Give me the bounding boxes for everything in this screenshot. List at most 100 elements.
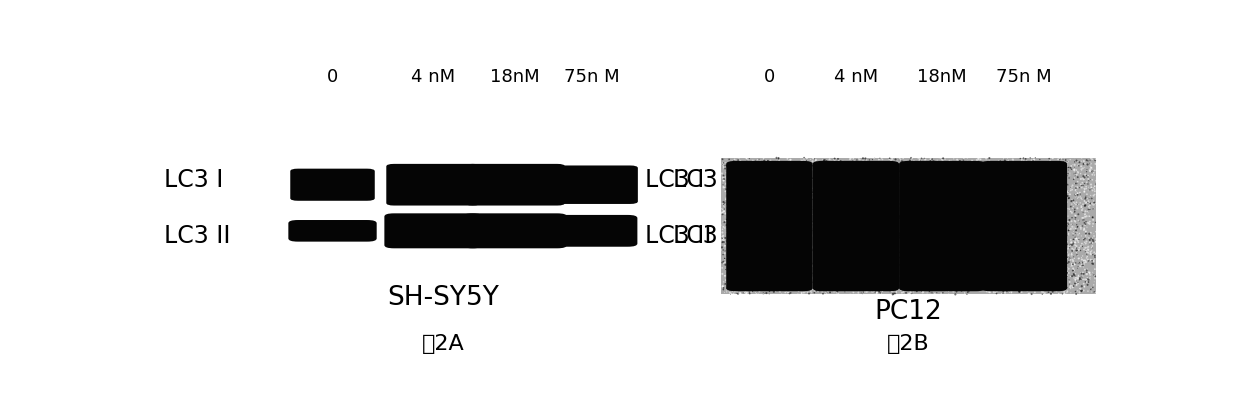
Point [841, 215, 861, 222]
Point [1064, 272, 1084, 278]
Point [823, 248, 843, 254]
Point [984, 238, 1004, 245]
Point [1049, 214, 1069, 221]
Point [953, 193, 973, 200]
Point [912, 235, 932, 242]
Point [789, 161, 809, 168]
Point [1066, 216, 1085, 223]
Point [887, 275, 907, 281]
Point [748, 287, 768, 293]
Point [1080, 200, 1100, 207]
Point [799, 196, 819, 202]
Point [820, 223, 840, 230]
Point [938, 223, 958, 230]
Point [857, 181, 877, 188]
Point [1009, 180, 1028, 187]
Point [1070, 247, 1090, 254]
Point [1079, 203, 1099, 210]
Point [943, 256, 963, 263]
Point [864, 288, 883, 295]
Point [970, 192, 990, 199]
Point [792, 290, 812, 297]
Point [818, 231, 838, 237]
Point [893, 186, 913, 192]
Point [747, 164, 767, 171]
Point [924, 208, 944, 215]
Point [964, 171, 984, 178]
Point [877, 190, 897, 197]
Point [1057, 273, 1077, 280]
Point [883, 290, 903, 297]
Point [721, 238, 741, 245]
Point [724, 221, 743, 227]
Point [730, 280, 750, 286]
Point [805, 216, 825, 223]
Point [1068, 260, 1088, 267]
Point [714, 239, 733, 245]
Point [1061, 256, 1080, 263]
Point [1043, 167, 1063, 174]
Point [752, 233, 772, 240]
Point [829, 184, 849, 190]
Point [976, 284, 996, 291]
Point [995, 199, 1015, 205]
Point [875, 184, 895, 190]
Point [1072, 274, 1092, 280]
Point [904, 272, 924, 278]
Point [974, 174, 994, 181]
Point [745, 173, 764, 180]
Point [914, 184, 934, 190]
Point [794, 271, 814, 278]
Point [897, 204, 917, 211]
Point [715, 200, 735, 207]
Point [835, 183, 855, 189]
Point [1082, 248, 1101, 254]
Point [918, 179, 938, 186]
Point [897, 228, 917, 235]
Point [973, 282, 992, 288]
Point [1062, 205, 1082, 211]
Point [913, 204, 933, 211]
Point [742, 230, 762, 237]
Point [1015, 190, 1035, 197]
Point [1020, 179, 1040, 186]
Point [976, 273, 996, 279]
Point [813, 216, 833, 223]
Point [752, 273, 772, 280]
Point [782, 162, 802, 169]
Point [724, 178, 743, 185]
Point [867, 190, 887, 197]
Point [938, 285, 958, 292]
Point [907, 169, 927, 176]
Point [893, 158, 913, 165]
Point [990, 252, 1010, 259]
Point [1032, 238, 1052, 244]
Point [1004, 246, 1023, 253]
Point [730, 232, 750, 239]
Point [1035, 169, 1054, 175]
Point [861, 237, 881, 244]
Point [769, 177, 789, 184]
Point [981, 239, 1001, 246]
Point [1068, 265, 1088, 271]
Point [1023, 261, 1043, 268]
Point [949, 255, 969, 262]
Point [891, 215, 911, 221]
Point [938, 232, 958, 239]
Point [738, 234, 758, 241]
Point [990, 271, 1010, 278]
Point [959, 159, 979, 166]
Point [757, 185, 777, 191]
Point [808, 202, 828, 209]
Point [750, 174, 769, 180]
Point [985, 269, 1005, 276]
Point [856, 270, 876, 276]
Point [821, 202, 841, 208]
Point [906, 280, 926, 286]
Point [774, 277, 794, 284]
Point [1001, 160, 1021, 167]
Point [921, 174, 940, 180]
Point [953, 281, 973, 288]
Point [782, 177, 802, 184]
Point [927, 290, 947, 296]
